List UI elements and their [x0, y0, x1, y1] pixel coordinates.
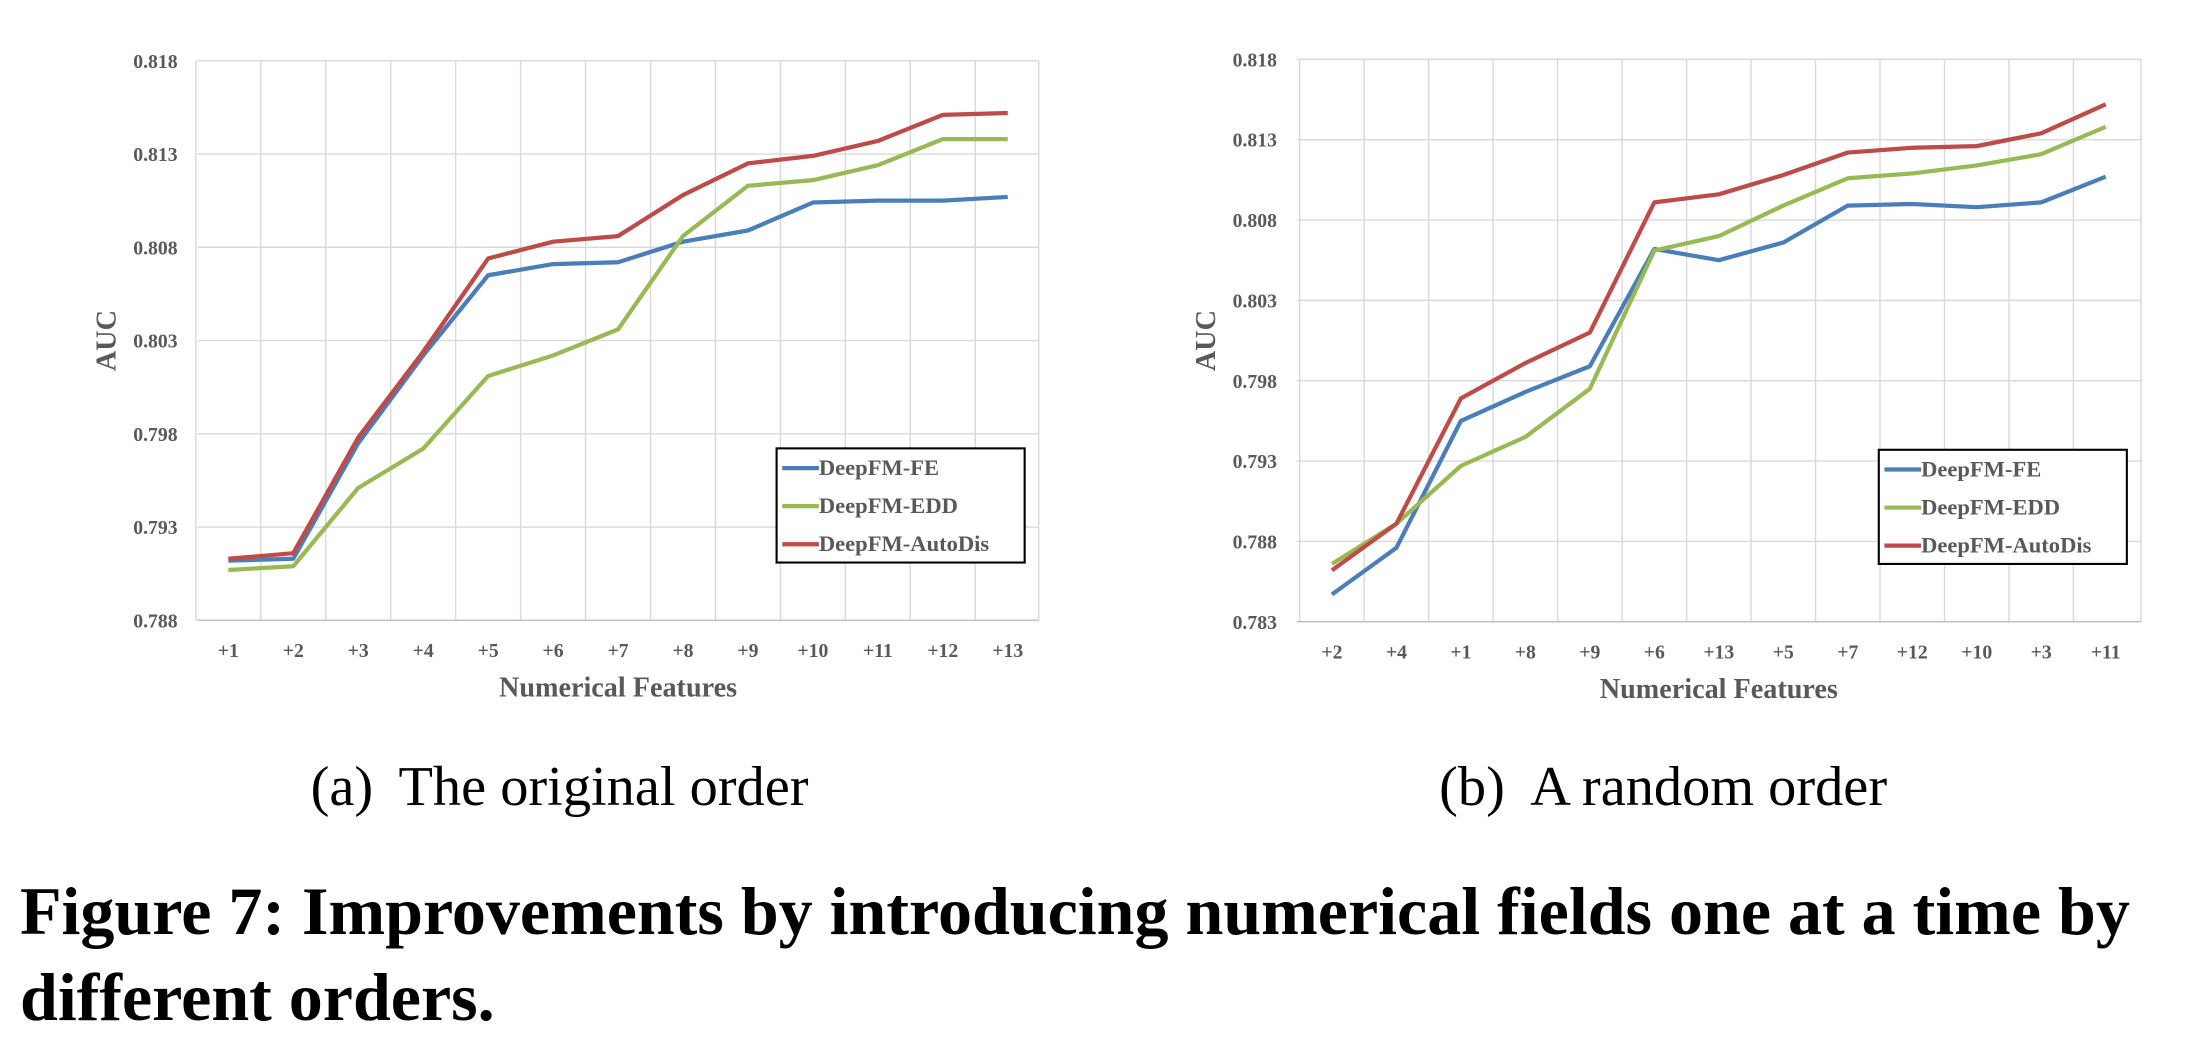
- y-axis-title: AUC: [92, 310, 123, 371]
- x-tick-label: +1: [1450, 641, 1471, 663]
- legend: DeepFM-FE DeepFM-EDD DeepFM-AutoDis: [775, 447, 1026, 564]
- legend-label: DeepFM-EDD: [1921, 495, 2060, 520]
- x-tick-label: +6: [543, 640, 564, 662]
- subcaption-text: A random order: [1530, 756, 1887, 818]
- y-tick-label: 0.808: [133, 237, 178, 259]
- legend-label: DeepFM-AutoDis: [819, 531, 990, 556]
- x-tick-label: +13: [992, 640, 1023, 662]
- x-tick-label: +4: [1386, 641, 1407, 663]
- y-tick-label: 0.793: [1233, 451, 1278, 473]
- x-tick-label: +7: [607, 640, 628, 662]
- legend-label: DeepFM-EDD: [819, 493, 958, 518]
- series-line: [1330, 174, 2107, 597]
- y-axis-title: AUC: [1191, 310, 1222, 371]
- y-tick-label: 0.818: [133, 51, 178, 73]
- legend-label: DeepFM-FE: [819, 455, 939, 480]
- figure: 0.788 0.793 0.798 0.803 0.808 0.813 0.818 +1 +2 +…: [92, 49, 2142, 818]
- x-tick-label: +12: [927, 640, 958, 662]
- y-tick-label: 0.813: [133, 144, 178, 166]
- x-tick-label: +8: [1515, 641, 1536, 663]
- series-line: [228, 110, 1008, 561]
- legend-label: DeepFM-AutoDis: [1921, 533, 2092, 558]
- x-tick-label: +6: [1644, 641, 1665, 663]
- series-line: [228, 194, 1008, 563]
- y-tick-label: 0.788: [133, 610, 178, 632]
- x-tick-label: +4: [413, 640, 434, 662]
- x-tick-label: +11: [863, 640, 893, 662]
- x-tick-label: +13: [1703, 641, 1734, 663]
- y-tick-label: 0.793: [133, 517, 178, 539]
- x-tick-label: +3: [2031, 641, 2052, 663]
- y-tick-label: 0.798: [133, 424, 178, 446]
- subcaption-label: (b): [1439, 756, 1505, 818]
- y-tick-label: 0.813: [1233, 130, 1278, 152]
- x-tick-label: +9: [1579, 641, 1600, 663]
- y-tick-label: 0.803: [133, 331, 178, 353]
- x-tick-label: +11: [2091, 641, 2121, 663]
- figure-caption: Figure 7: Improvements by introducing nu…: [20, 873, 2130, 1035]
- x-tick-label: +10: [1961, 641, 1992, 663]
- x-axis-title: Numerical Features: [499, 672, 737, 703]
- x-tick-label: +5: [478, 640, 499, 662]
- series-line: [228, 136, 1008, 573]
- legend: DeepFM-FE DeepFM-EDD DeepFM-AutoDis: [1877, 448, 2128, 566]
- y-tick-label: 0.818: [1233, 49, 1278, 71]
- legend-label: DeepFM-FE: [1921, 457, 2041, 482]
- series-line: [1330, 124, 2107, 566]
- x-tick-label: +2: [283, 640, 304, 662]
- x-tick-label: +2: [1321, 641, 1342, 663]
- y-tick-label: 0.808: [1233, 210, 1278, 232]
- y-tick-label: 0.798: [1233, 371, 1278, 393]
- y-tick-label: 0.803: [1233, 290, 1278, 312]
- x-tick-label: +7: [1837, 641, 1858, 663]
- x-tick-label: +10: [797, 640, 828, 662]
- subcaption: (b) A random order: [1439, 756, 1887, 818]
- y-tick-label: 0.783: [1233, 612, 1278, 634]
- subcaption-label: (a): [311, 756, 374, 818]
- x-axis-title: Numerical Features: [1600, 674, 1838, 705]
- x-tick-label: +1: [218, 640, 239, 662]
- x-tick-label: +9: [737, 640, 758, 662]
- series-line: [1330, 102, 2107, 573]
- x-tick-label: +12: [1897, 641, 1928, 663]
- subcaption: (a) The original order: [311, 756, 809, 818]
- x-tick-label: +8: [672, 640, 693, 662]
- y-tick-label: 0.788: [1233, 531, 1278, 553]
- x-tick-label: +3: [348, 640, 369, 662]
- subcaption-text: The original order: [399, 756, 809, 818]
- x-tick-label: +5: [1773, 641, 1794, 663]
